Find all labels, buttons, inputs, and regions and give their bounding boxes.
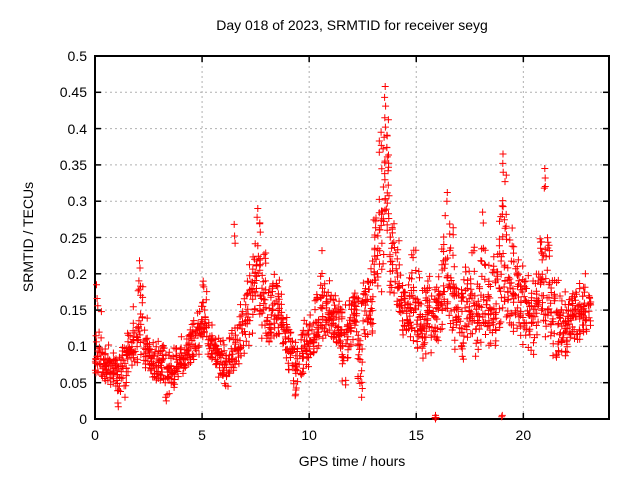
y-tick-label: 0.2 (67, 265, 87, 282)
y-tick-label: 0.45 (59, 84, 87, 101)
scatter-points (91, 83, 595, 423)
x-tick-label: 10 (301, 427, 317, 443)
y-tick-label: 0.3 (67, 193, 87, 210)
y-tick-label: 0 (79, 411, 87, 427)
x-tick-label: 5 (198, 427, 206, 443)
y-tick-label: 0.1 (67, 338, 87, 355)
y-tick-label: 0.15 (59, 302, 87, 319)
y-tick-label: 0.35 (59, 156, 87, 173)
y-tick-label: 0.25 (59, 229, 87, 246)
x-tick-label: 0 (91, 427, 99, 443)
chart-title: Day 018 of 2023, SRMTID for receiver sey… (216, 17, 488, 33)
x-tick-label: 20 (515, 427, 532, 443)
y-tick-label: 0.5 (67, 48, 87, 64)
x-tick-label: 15 (408, 427, 425, 443)
y-tick-label: 0.05 (59, 374, 87, 391)
y-tick-label: 0.4 (67, 120, 87, 137)
x-axis-title: GPS time / hours (298, 453, 406, 469)
